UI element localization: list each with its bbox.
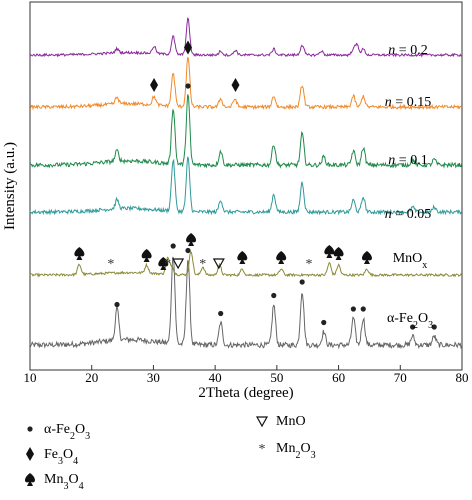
peak-marker-spade-1-4 — [237, 251, 248, 264]
peak-marker-diamond-4-1 — [231, 78, 240, 92]
series-line-3 — [29, 94, 463, 169]
peak-marker-star-1-11: * — [199, 257, 206, 272]
legend-label-4: Mn2O3 — [276, 441, 316, 461]
series-label-1: MnOx — [393, 251, 428, 271]
peak-marker-circle-3-0 — [185, 83, 191, 89]
peak-marker-circle-0-7 — [350, 306, 356, 312]
peak-marker-star-1-12: * — [305, 257, 312, 272]
x-tick-label-40: 40 — [209, 370, 222, 385]
legend-symbol-star: * — [259, 442, 266, 457]
x-tick-label-20: 20 — [85, 370, 98, 385]
peak-marker-star-1-9: * — [107, 257, 114, 272]
legend-symbol-spade — [25, 473, 35, 486]
peak-marker-circle-0-2 — [185, 247, 191, 254]
peak-marker-spade-1-6 — [324, 245, 335, 258]
peak-marker-diamond-4-0 — [150, 78, 159, 92]
series-label-4: n = 0.15 — [385, 95, 431, 110]
series-line-2 — [29, 156, 463, 216]
x-tick-label-10: 10 — [24, 370, 37, 385]
legend: α-Fe2O3 Fe3O4 Mn3O4 MnO * Mn2O3 — [25, 414, 316, 492]
peak-marker-spade-1-8 — [361, 251, 372, 264]
x-axis-label: 2Theta (degree) — [198, 385, 293, 401]
peak-marker-spade-1-5 — [276, 251, 287, 264]
legend-symbol-triangle — [255, 416, 269, 428]
peak-marker-circle-0-0 — [114, 301, 120, 308]
peak-marker-triangle-1-14 — [212, 258, 225, 270]
plot-frame — [29, 1, 463, 371]
x-tick-label-70: 70 — [394, 370, 407, 385]
peak-marker-spade-1-1 — [141, 249, 152, 262]
legend-symbol-circle — [27, 426, 33, 432]
peak-marker-circle-0-10 — [431, 324, 437, 330]
peak-marker-circle-0-9 — [410, 324, 416, 330]
peak-marker-star-1-10: * — [164, 257, 171, 272]
peak-marker-circle-0-3 — [218, 310, 224, 317]
series-line-4 — [29, 57, 463, 111]
peak-marker-circle-0-8 — [360, 306, 366, 312]
series-label-0: α-Fe2O3 — [387, 311, 433, 331]
peak-marker-circle-0-4 — [271, 292, 277, 299]
peak-marker-spade-1-2 — [158, 257, 169, 270]
y-axis-label: Intensity (a.u.) — [2, 142, 18, 230]
legend-label-1: Fe3O4 — [44, 447, 78, 467]
series-line-0 — [29, 256, 463, 350]
peak-marker-circle-0-5 — [299, 279, 305, 285]
legend-label-2: Mn3O4 — [44, 472, 84, 492]
x-tick-label-50: 50 — [270, 370, 283, 385]
x-axis-ticks: 10 20 30 40 50 60 70 80 — [24, 365, 469, 385]
x-tick-label-60: 60 — [332, 370, 345, 385]
x-tick-label-80: 80 — [456, 370, 469, 385]
series-curves — [29, 17, 463, 350]
legend-symbol-diamond — [26, 447, 34, 461]
series-labels: α-Fe2O3 MnOx n = 0.05 n = 0.1 n = 0.15 n = 0.… — [385, 43, 433, 331]
peak-marker-circle-0-1 — [170, 243, 176, 249]
peak-marker-triangle-1-13 — [172, 258, 185, 270]
peak-markers: * * * * — [74, 40, 437, 330]
peak-marker-circle-0-6 — [321, 319, 327, 326]
series-line-5 — [29, 17, 462, 58]
peak-marker-diamond-4-2 — [183, 40, 192, 55]
peak-marker-spade-1-0 — [74, 247, 85, 260]
series-line-1 — [29, 251, 463, 278]
series-label-2: n = 0.05 — [385, 207, 431, 222]
series-label-3: n = 0.1 — [388, 153, 427, 168]
peak-marker-spade-1-3 — [186, 233, 197, 246]
x-tick-label-30: 30 — [147, 370, 160, 385]
series-label-5: n = 0.2 — [388, 43, 427, 58]
peak-marker-spade-1-7 — [333, 247, 344, 260]
legend-label-0: α-Fe2O3 — [44, 422, 90, 442]
legend-label-3: MnO — [276, 414, 306, 429]
